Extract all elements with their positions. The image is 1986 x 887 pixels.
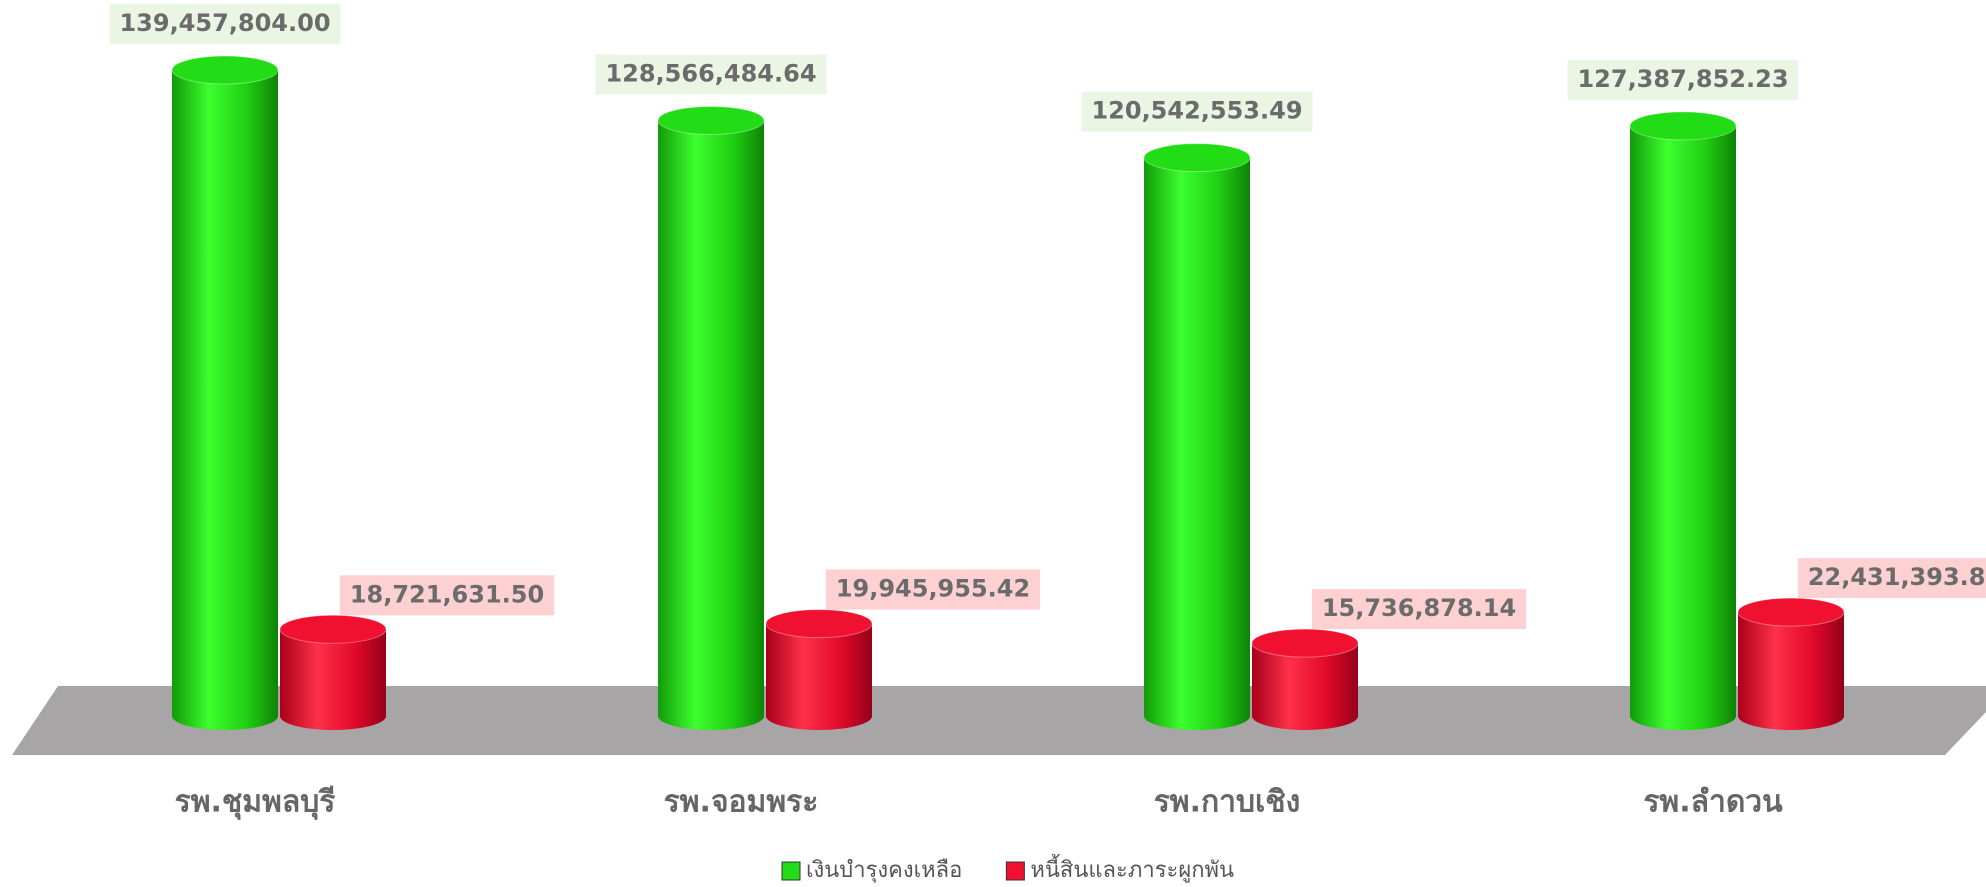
cylinder-body xyxy=(280,629,386,716)
cylinder-top xyxy=(171,55,279,85)
category-label: รพ.ลำดวน xyxy=(1643,785,1783,820)
value-label: 19,945,955.42 xyxy=(836,575,1030,603)
cylinder-body xyxy=(766,623,872,716)
cylinder-body xyxy=(1738,612,1844,716)
cylinder xyxy=(279,614,387,730)
cylinder xyxy=(1143,143,1251,730)
cylinder-top xyxy=(1143,143,1251,173)
value-label-bg xyxy=(109,4,341,44)
cylinder xyxy=(1251,628,1359,730)
value-label: 15,736,878.14 xyxy=(1322,594,1516,622)
cylinder-top xyxy=(1251,628,1359,658)
category-label: รพ.กาบเชิง xyxy=(1154,785,1301,820)
cylinder-body xyxy=(658,120,764,716)
legend-label: หนี้สินและภาระผูกพัน xyxy=(1030,854,1234,883)
value-label-bg xyxy=(1311,589,1527,630)
value-label: 128,566,484.64 xyxy=(605,59,816,87)
value-label: 120,542,553.49 xyxy=(1091,97,1302,125)
cylinder-body xyxy=(1630,125,1736,716)
value-label-bg xyxy=(1797,558,1986,599)
cylinder-body xyxy=(1144,157,1250,717)
cylinder xyxy=(657,105,765,730)
value-label-bg xyxy=(1567,59,1799,100)
cylinder xyxy=(1629,111,1737,730)
category-label: รพ.ชุมพลบุรี xyxy=(175,785,336,821)
value-label: 127,387,852.23 xyxy=(1577,65,1788,93)
cylinder-top xyxy=(1737,597,1845,627)
cylinder-body xyxy=(172,70,278,716)
cylinder-top xyxy=(657,105,765,135)
legend: เงินบำรุงคงเหลือ หนี้สินและภาระผูกพัน xyxy=(781,854,1234,883)
legend-swatch xyxy=(781,861,801,881)
cylinder-top xyxy=(1629,111,1737,141)
category-label: รพ.จอมพระ xyxy=(664,785,819,820)
value-label-bg xyxy=(1081,91,1313,132)
cylinder xyxy=(765,609,873,730)
value-label-bg xyxy=(339,575,555,616)
cylinder-top xyxy=(279,614,387,644)
cylinder xyxy=(1737,597,1845,730)
floor xyxy=(12,686,1986,755)
value-label-bg xyxy=(595,54,827,95)
value-label: 22,431,393.88 xyxy=(1808,563,1986,591)
legend-label: เงินบำรุงคงเหลือ xyxy=(806,858,962,883)
value-label-bg xyxy=(825,569,1041,610)
legend-swatch xyxy=(1005,861,1025,881)
value-label: 18,721,631.50 xyxy=(350,580,544,608)
value-label: 139,457,804.00 xyxy=(119,9,330,37)
cylinder xyxy=(171,55,279,730)
cylinder-top xyxy=(765,609,873,639)
